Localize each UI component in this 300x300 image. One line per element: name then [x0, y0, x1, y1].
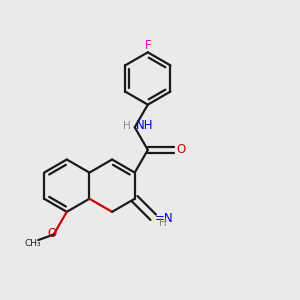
Text: NH: NH: [136, 119, 154, 132]
Text: CH₃: CH₃: [25, 238, 41, 247]
Text: H: H: [123, 121, 131, 131]
Text: O: O: [48, 227, 57, 240]
Text: H: H: [159, 218, 167, 228]
Text: O: O: [176, 143, 185, 156]
Text: =N: =N: [155, 212, 173, 225]
Text: F: F: [145, 39, 151, 52]
